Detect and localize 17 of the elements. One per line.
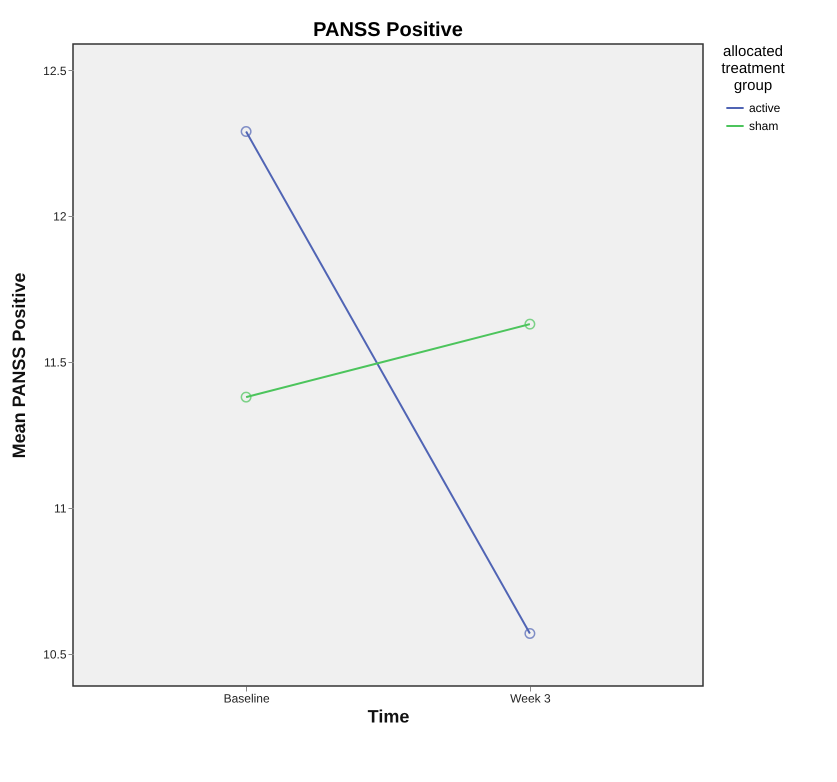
y-tick-label: 10.5 [43,647,67,662]
legend-label: sham [749,119,778,133]
x-tick-label: Week 3 [510,692,551,706]
legend-title: allocated treatment group [721,43,786,94]
legend-label: active [749,101,781,115]
point [524,628,536,639]
chart-title: PANSS Positive [313,19,463,41]
y-tick-label: 11.5 [44,356,67,370]
x-tick-label: Baseline [224,692,270,706]
y-tick-label: 12.5 [43,64,67,78]
x-axis-title: Time [368,706,410,726]
point [240,126,252,138]
y-axis-title: Mean PANSS Positive [9,272,30,458]
y-tick-label: 11 [54,501,67,516]
point [524,318,536,330]
point [240,392,252,403]
y-tick-label: 12 [53,210,67,224]
